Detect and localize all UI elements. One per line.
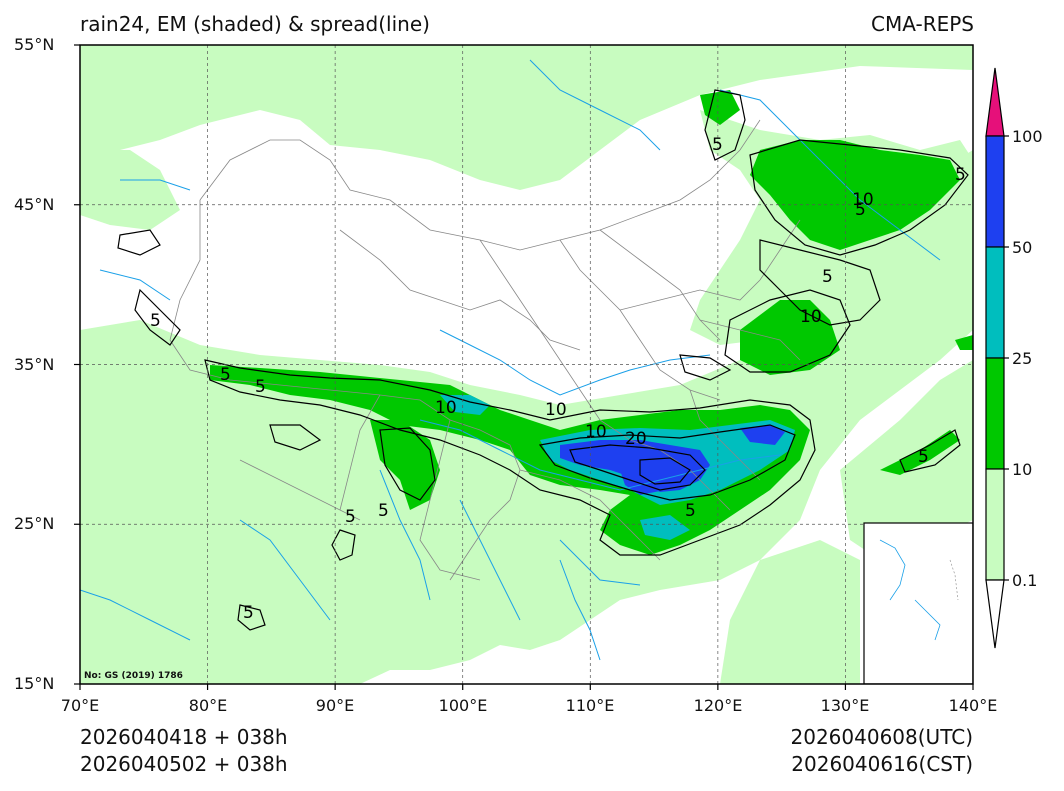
colorbar-label-100: 100 — [1012, 127, 1043, 146]
borders — [169, 119, 801, 581]
contour-label: 5 — [685, 501, 696, 521]
graticule — [80, 45, 973, 684]
colorbar-label-25: 25 — [1012, 349, 1033, 368]
contour-label: 5 — [712, 135, 723, 155]
contour-label: 10 — [800, 307, 822, 327]
south-china-sea-inset — [863, 522, 973, 684]
contour-label: 5 — [345, 507, 356, 527]
lon-label: 140°E — [948, 696, 998, 715]
lon-label: 120°E — [693, 696, 743, 715]
lon-label: 90°E — [315, 696, 355, 715]
map-content — [80, 45, 973, 684]
contour-label: 10 — [435, 398, 457, 418]
lat-label: 35°N — [14, 355, 55, 374]
lon-label: 80°E — [188, 696, 228, 715]
lon-label: 70°E — [60, 696, 100, 715]
contour-label: 10 — [585, 422, 607, 442]
lat-label: 25°N — [14, 514, 55, 533]
contour-label: 10 — [545, 400, 567, 420]
colorbar-label-0.1: 0.1 — [1012, 571, 1038, 590]
rivers — [80, 59, 941, 661]
contour-label: 5 — [918, 447, 929, 467]
contour-label: 5 — [855, 200, 866, 220]
map-title: rain24, EM (shaded) & spread(line) — [80, 12, 430, 36]
lat-label: 45°N — [14, 195, 55, 214]
contour-label: 5 — [955, 165, 966, 185]
contour-label: 10 — [852, 190, 874, 210]
axis-ticks — [74, 44, 974, 690]
contour-label: 5 — [150, 311, 161, 331]
valid-time-cst: 2026040616(CST) — [791, 752, 973, 776]
contour-label: 20 — [625, 429, 647, 449]
valid-time-utc: 2026040608(UTC) — [790, 725, 974, 749]
contour-label: 5 — [220, 365, 231, 385]
colorbar-label-10: 10 — [1012, 460, 1033, 479]
lon-label: 100°E — [438, 696, 488, 715]
contour-label: 5 — [378, 501, 389, 521]
rain-shade-green — [210, 90, 973, 555]
contour-label: 5 — [255, 377, 266, 397]
lon-label: 130°E — [820, 696, 870, 715]
contour-label: 5 — [243, 603, 254, 623]
init-time-cst: 2026040502 + 038h — [80, 752, 288, 776]
contour-label-group: 5 5 5 5 5 10 10 10 20 5 10 5 5 10 5 5 5 … — [150, 135, 966, 623]
map-approval-number: No: GS (2019) 1786 — [84, 671, 183, 681]
contour-label: 5 — [822, 267, 833, 287]
init-time-utc: 2026040418 + 038h — [80, 725, 288, 749]
colorbar-label-50: 50 — [1012, 238, 1033, 257]
lon-label: 110°E — [565, 696, 615, 715]
lat-label: 55°N — [14, 35, 55, 54]
model-name: CMA-REPS — [871, 12, 974, 36]
rain-shade-blue — [560, 425, 785, 495]
spread-contours — [117, 89, 969, 631]
lat-label: 15°N — [14, 674, 55, 693]
